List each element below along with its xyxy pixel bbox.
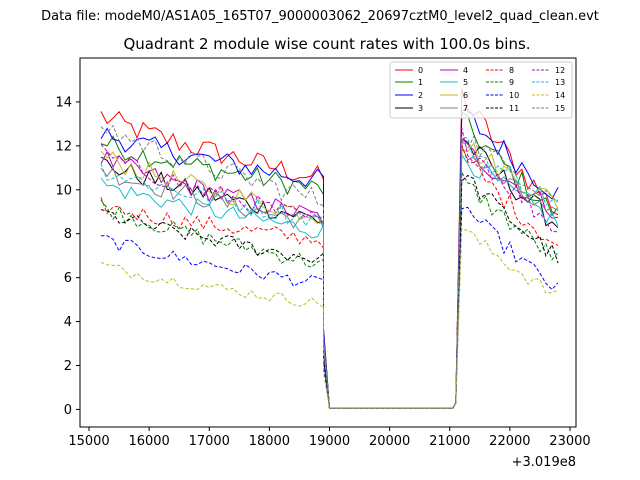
x-tick-label: 22000 [489,434,530,449]
legend-label: 12 [555,66,565,75]
legend-label: 6 [463,91,468,100]
legend-label: 15 [555,104,565,113]
x-tick-label: 20000 [369,434,410,449]
series-line-1 [100,111,559,409]
y-tick-label: 8 [64,227,72,242]
legend-label: 0 [418,66,423,75]
x-tick-label: 16000 [128,434,169,449]
legend-label: 4 [463,66,468,75]
series-line-15 [100,124,559,409]
series-layer [100,88,559,409]
series-line-9 [100,170,559,409]
series-line-10 [100,206,559,409]
series-line-12 [100,128,559,409]
legend-label: 1 [418,78,423,87]
legend-label: 10 [509,91,519,100]
legend-label: 9 [509,78,514,87]
series-line-14 [100,227,559,409]
y-axis: 0 2 4 6 8 10 12 14 [55,95,80,418]
x-tick-label: 15000 [68,434,109,449]
x-tick-label: 17000 [189,434,230,449]
series-line-5 [100,153,559,409]
legend-label: 2 [418,91,423,100]
legend-label: 13 [555,78,565,87]
y-tick-label: 2 [64,359,72,374]
series-line-13 [100,136,559,409]
legend-label: 8 [509,66,514,75]
series-line-2 [100,108,559,409]
legend-label: 14 [555,91,565,100]
y-tick-label: 4 [64,315,72,330]
series-line-11 [100,174,559,409]
chart-suptitle: Data file: modeM0/AS1A05_165T07_90000030… [41,9,599,24]
legend-label: 3 [418,104,423,113]
y-tick-label: 10 [55,183,72,198]
chart-title: Quadrant 2 module wise count rates with … [123,35,530,53]
x-tick-label: 23000 [549,434,590,449]
series-line-3 [100,137,559,409]
series-line-0 [100,88,559,409]
x-tick-label: 18000 [249,434,290,449]
series-line-4 [100,137,559,409]
y-tick-label: 6 [64,271,72,286]
series-line-6 [100,142,559,409]
x-axis: 15000 16000 17000 18000 19000 20000 21000 22000… [68,427,591,449]
legend-label: 5 [463,78,468,87]
series-line-8 [100,144,559,409]
x-offset-label: +3.019e8 [512,455,576,470]
plot-frame [79,57,577,428]
legend-label: 7 [463,104,468,113]
y-tick-label: 14 [55,95,72,110]
y-tick-label: 0 [64,403,72,418]
series-line-7 [100,146,559,409]
legend-box [389,61,573,119]
x-tick-label: 21000 [429,434,470,449]
y-tick-label: 12 [55,139,72,154]
x-tick-label: 19000 [309,434,350,449]
legend-label: 11 [509,104,519,113]
